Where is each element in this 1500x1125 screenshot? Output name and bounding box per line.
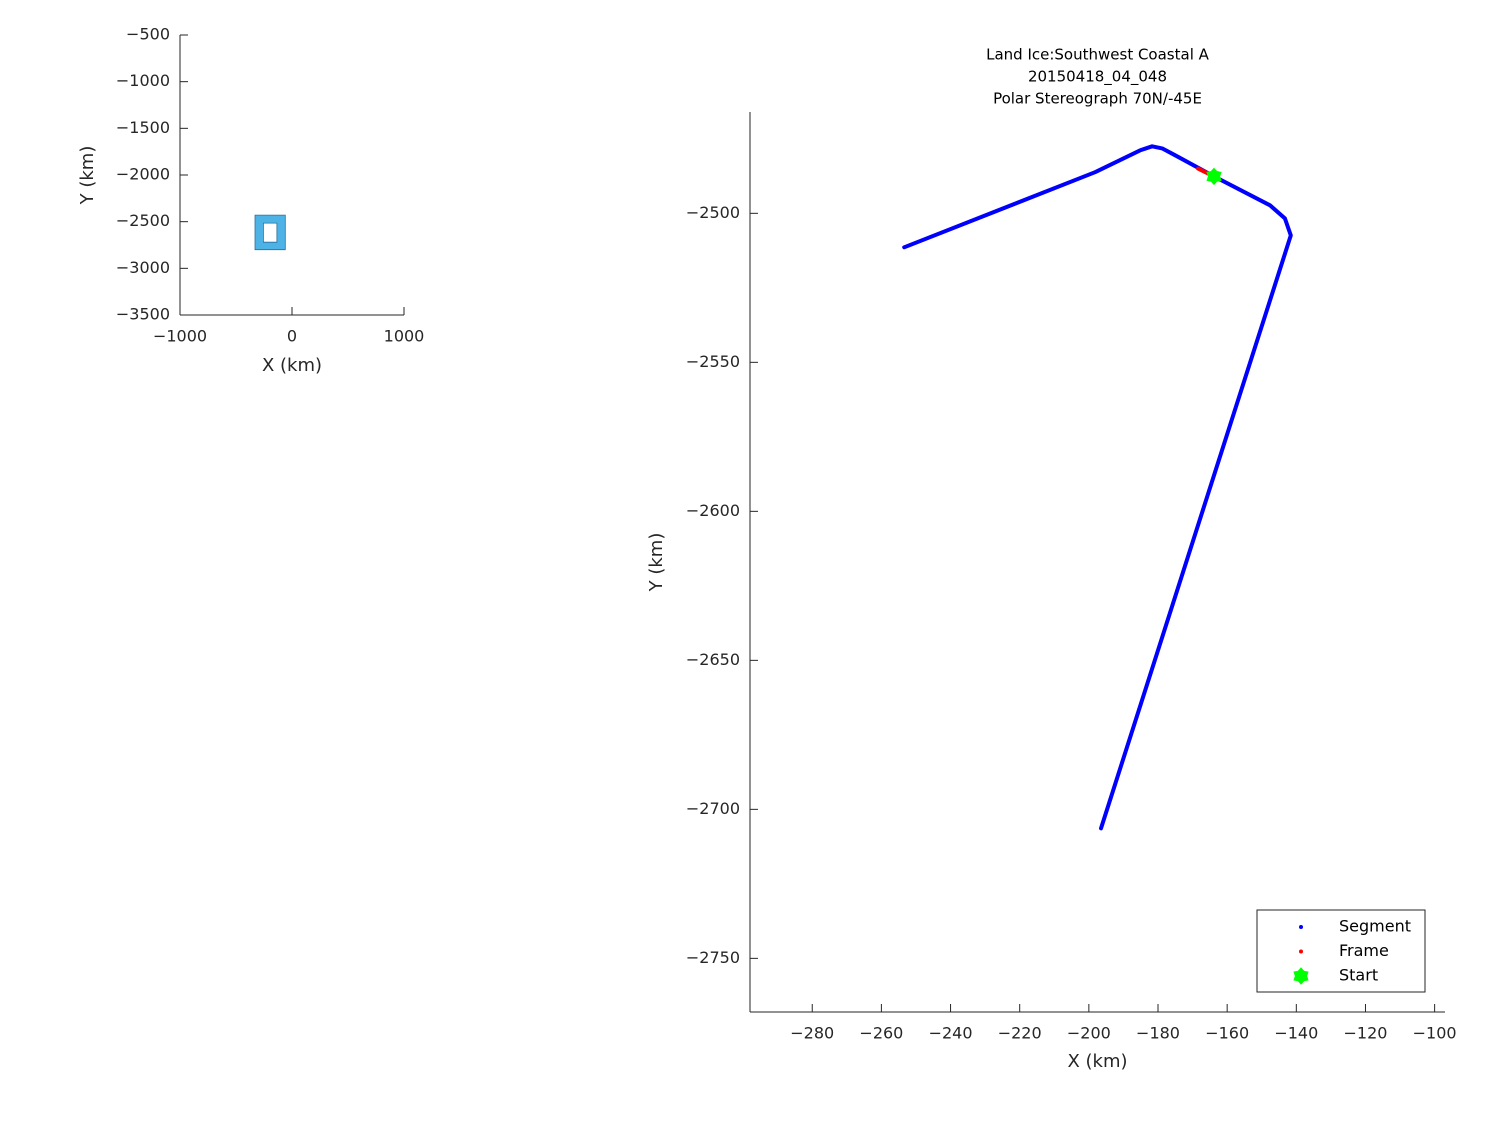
y-axis-label: Y (km)	[77, 146, 98, 206]
point-marker	[1299, 949, 1303, 954]
y-tick-label: −2700	[686, 799, 740, 818]
y-axis-label: Y (km)	[646, 533, 667, 593]
start-marker	[1206, 167, 1222, 186]
x-axis-label: X (km)	[1067, 1051, 1127, 1072]
x-tick-label: −160	[1205, 1024, 1249, 1043]
x-tick-label: −240	[929, 1024, 973, 1043]
y-tick-label: −2600	[686, 501, 740, 520]
y-tick-label: −2500	[116, 211, 170, 230]
legend-label: Frame	[1339, 941, 1389, 960]
chart-title: Polar Stereograph 70N/-45E	[993, 90, 1202, 108]
y-tick-label: −2650	[686, 650, 740, 669]
y-tick-label: −1000	[116, 71, 170, 90]
y-tick-label: −1500	[116, 118, 170, 137]
x-tick-label: 1000	[384, 327, 425, 346]
y-tick-label: −500	[126, 25, 170, 44]
x-tick-label: −100	[1413, 1024, 1457, 1043]
x-tick-label: −180	[1136, 1024, 1180, 1043]
x-tick-label: −1000	[153, 327, 207, 346]
x-tick-label: −140	[1274, 1024, 1318, 1043]
x-tick-label: −220	[998, 1024, 1042, 1043]
chart-title: Land Ice:Southwest Coastal A	[986, 46, 1210, 64]
x-tick-label: −280	[790, 1024, 834, 1043]
x-tick-label: −200	[1067, 1024, 1111, 1043]
legend-box	[1256, 909, 1426, 993]
y-tick-label: −3000	[116, 258, 170, 277]
coverage-area	[254, 214, 286, 251]
point-marker	[1299, 925, 1303, 929]
y-tick-label: −2000	[116, 165, 170, 184]
legend-label: Start	[1339, 966, 1378, 985]
x-tick-label: −120	[1343, 1024, 1387, 1043]
y-tick-label: −2550	[686, 352, 740, 371]
legend-label: Segment	[1339, 917, 1411, 936]
x-axis-label: X (km)	[262, 355, 322, 376]
x-tick-label: −260	[859, 1024, 903, 1043]
x-tick-label: 0	[287, 327, 297, 346]
start-marker	[1293, 967, 1309, 985]
y-tick-label: −2500	[686, 203, 740, 222]
y-tick-label: −3500	[116, 305, 170, 324]
y-tick-label: −2750	[686, 948, 740, 967]
chart-title: 20150418_04_048	[1028, 68, 1167, 87]
track-line	[902, 144, 1293, 831]
